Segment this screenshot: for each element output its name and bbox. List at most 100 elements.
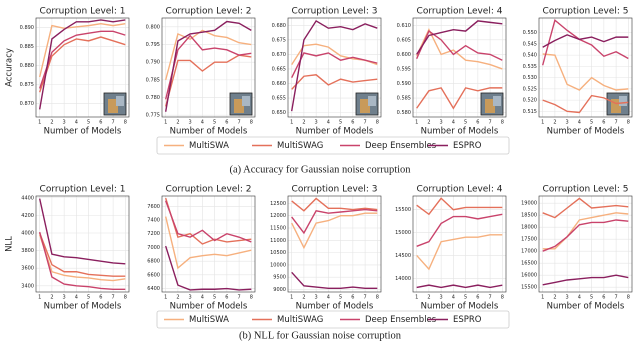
series-line: [291, 197, 378, 212]
x-tick-label: 6: [351, 120, 354, 126]
x-tick-label: 6: [225, 295, 228, 301]
series-line: [291, 52, 378, 79]
thumbnail-detail: [108, 99, 118, 113]
plot-frame: [538, 17, 633, 118]
legend-label: MultiSWA: [189, 141, 229, 151]
chart-title: Corruption Level: 5: [543, 185, 629, 195]
y-tick-label: 6400: [147, 286, 160, 292]
series-line: [416, 213, 503, 247]
thumbnail-detail: [485, 99, 495, 113]
y-tick-label: 6800: [147, 259, 160, 265]
series-line: [542, 53, 629, 91]
x-tick-label: 8: [124, 295, 127, 301]
x-tick-label: 3: [566, 295, 569, 301]
x-tick-label: 1: [290, 120, 293, 126]
x-tick-label: 8: [376, 295, 379, 301]
chart-title: Corruption Level: 4: [417, 185, 503, 195]
y-tick-label: 0.535: [523, 64, 537, 70]
x-axis-label: Number of Models: [547, 302, 625, 312]
y-tick-label: 0.605: [397, 37, 411, 43]
series-line: [542, 197, 629, 219]
x-tick-label: 4: [201, 295, 204, 301]
x-tick-label: 6: [351, 295, 354, 301]
y-tick-label: 7400: [147, 218, 160, 224]
series-line: [165, 245, 252, 291]
x-tick-label: 3: [189, 120, 192, 126]
y-tick-label: 0.795: [146, 42, 160, 48]
y-tick-label: 0.520: [523, 98, 537, 104]
y-tick-label: 9000: [273, 287, 286, 293]
series-line: [416, 28, 503, 70]
y-tick-label: 3400: [21, 283, 34, 289]
series-line: [542, 212, 629, 250]
y-tick-label: 7600: [147, 204, 160, 210]
x-tick-label: 6: [99, 120, 102, 126]
y-tick-label: 17000: [521, 249, 537, 255]
series-line: [542, 274, 629, 286]
x-tick-label: 5: [87, 295, 90, 301]
y-tick-label: 0.870: [20, 101, 34, 107]
series-line: [542, 219, 629, 252]
series-line: [165, 200, 252, 243]
x-tick-label: 8: [501, 120, 504, 126]
x-tick-label: 6: [476, 120, 479, 126]
y-tick-label: 7200: [147, 231, 160, 237]
series-line: [164, 54, 252, 107]
thumbnail-detail: [611, 99, 621, 113]
y-tick-label: 17500: [521, 237, 537, 243]
series-line: [291, 208, 378, 235]
y-tick-label: 0.775: [146, 113, 160, 119]
y-tick-label: 0.880: [20, 63, 34, 69]
series-line: [38, 198, 126, 265]
thumbnail-detail: [493, 96, 501, 106]
x-tick-label: 8: [250, 120, 253, 126]
series-line: [39, 232, 126, 277]
thumbnail: [480, 92, 504, 116]
x-tick-label: 8: [376, 120, 379, 126]
x-tick-label: 1: [415, 120, 418, 126]
x-tick-label: 7: [363, 295, 366, 301]
x-tick-label: 6: [602, 295, 605, 301]
thumbnail-detail: [368, 96, 376, 106]
x-tick-label: 2: [553, 120, 556, 126]
series-line: [38, 231, 126, 291]
y-tick-label: 10000: [270, 262, 286, 268]
x-tick-label: 4: [75, 120, 78, 126]
y-tick-label: 3600: [21, 266, 34, 272]
y-tick-label: 0.890: [20, 25, 34, 31]
y-tick-label: 0.600: [397, 52, 411, 58]
thumbnail-detail: [360, 99, 370, 113]
y-tick-label: 0.665: [272, 66, 286, 72]
series-line: [416, 87, 503, 110]
y-tick-label: 15500: [521, 285, 537, 291]
thumbnail-detail: [116, 96, 124, 106]
x-tick-label: 3: [189, 295, 192, 301]
y-tick-label: 11500: [270, 226, 286, 232]
y-tick-label: 0.675: [272, 37, 286, 43]
plot-frame: [287, 195, 382, 293]
legend-label: Deep Ensembles: [365, 141, 437, 151]
x-tick-label: 8: [627, 295, 630, 301]
x-axis-label: Number of Models: [170, 127, 248, 137]
y-tick-label: 0.590: [397, 81, 411, 87]
x-tick-label: 2: [427, 295, 430, 301]
plot-frame: [287, 17, 382, 118]
chart-title: Corruption Level: 5: [543, 7, 629, 17]
y-tick-label: 0.785: [146, 77, 160, 83]
x-tick-label: 3: [566, 120, 569, 126]
series-line: [542, 94, 629, 114]
caption: (b) NLL for Gaussian noise corruption: [239, 330, 402, 341]
x-tick-label: 4: [578, 120, 581, 126]
series-line: [416, 20, 503, 55]
x-tick-label: 1: [290, 295, 293, 301]
thumbnail: [355, 92, 379, 116]
y-tick-label: 0.680: [272, 23, 286, 29]
y-tick-label: 19000: [521, 201, 537, 207]
x-tick-label: 5: [590, 120, 593, 126]
legend-label: Deep Ensembles: [365, 315, 437, 325]
series-line: [416, 197, 503, 216]
y-tick-label: 18000: [521, 225, 537, 231]
legend-label: ESPRO: [453, 141, 482, 151]
series-line: [416, 234, 503, 271]
y-tick-label: 10500: [270, 250, 286, 256]
